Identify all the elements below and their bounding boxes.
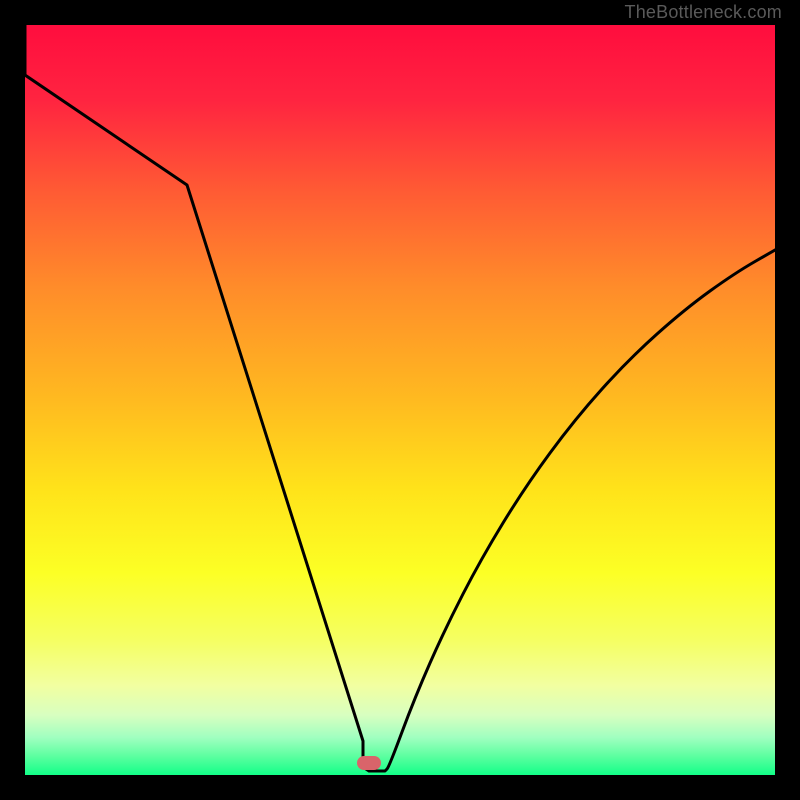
plot-area	[25, 25, 775, 775]
sweet-spot-marker	[357, 756, 381, 770]
bottleneck-curve	[25, 25, 775, 775]
watermark-text: TheBottleneck.com	[625, 2, 782, 23]
